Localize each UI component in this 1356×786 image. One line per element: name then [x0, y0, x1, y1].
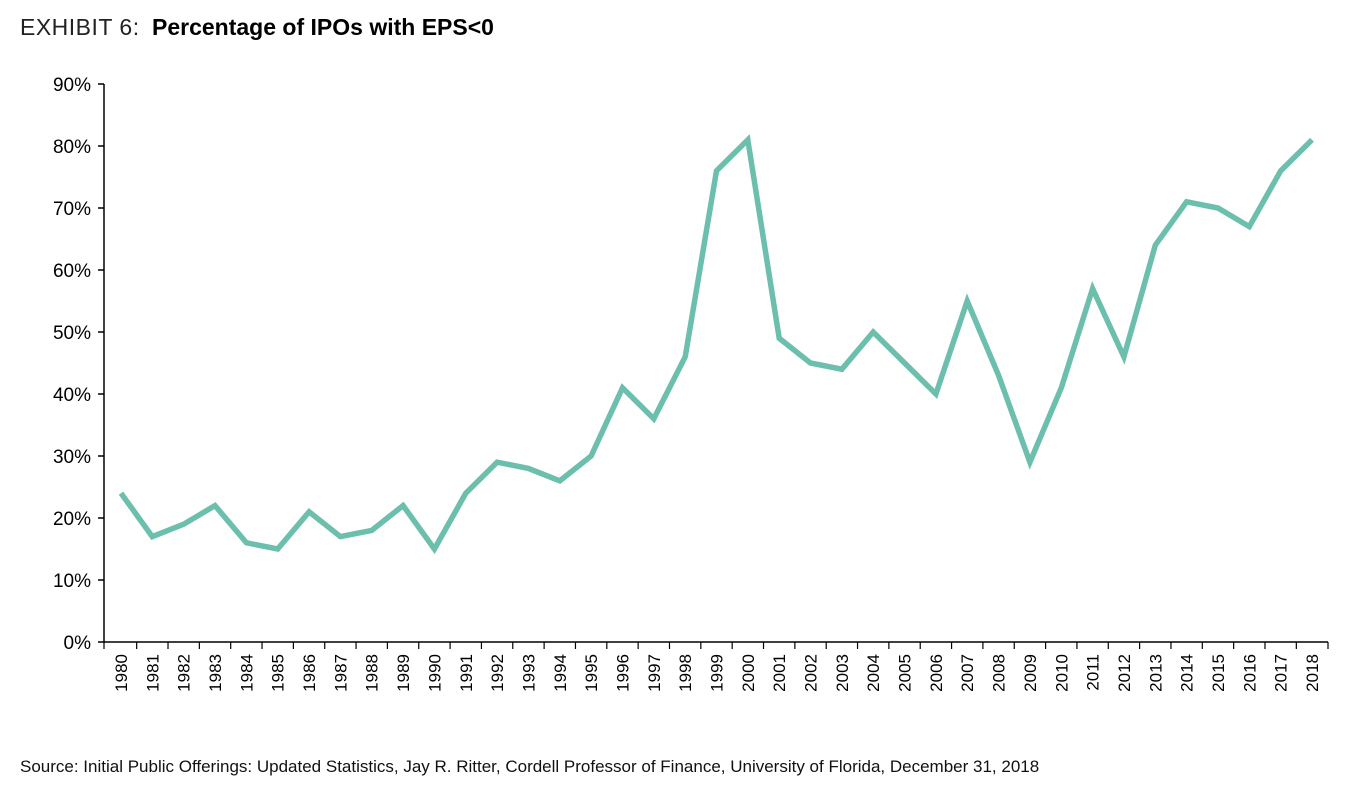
data-point — [902, 361, 907, 366]
x-tick-label: 2004 — [864, 654, 883, 692]
y-axis-ticks: 0% 10% 20% 30% 40% 50% 60% 70% 80% 90% — [53, 75, 104, 654]
data-point — [965, 299, 970, 304]
x-tick-label: 2015 — [1209, 654, 1228, 692]
data-point — [401, 503, 406, 508]
x-tick-label: 2008 — [990, 654, 1009, 692]
data-point — [777, 336, 782, 341]
x-tick-label: 2002 — [802, 654, 821, 692]
y-tick-label: 70% — [53, 199, 91, 220]
x-tick-label: 2016 — [1240, 654, 1259, 692]
data-point — [589, 454, 594, 459]
x-tick-label: 2017 — [1272, 654, 1291, 692]
x-tick-label: 1988 — [363, 654, 382, 692]
x-tick-label: 1994 — [551, 654, 570, 692]
x-tick-label: 2011 — [1084, 654, 1103, 691]
data-point — [745, 137, 750, 142]
series-line — [118, 134, 1314, 555]
x-tick-label: 1996 — [613, 654, 632, 692]
x-tick-label: 1980 — [112, 654, 131, 692]
y-tick-label: 80% — [53, 137, 91, 158]
y-tick-label: 30% — [53, 447, 91, 468]
x-tick-label: 2009 — [1021, 654, 1040, 692]
data-point — [1247, 224, 1252, 229]
data-point — [495, 460, 500, 465]
x-tick-label: 1983 — [206, 654, 225, 692]
x-tick-label: 1995 — [582, 654, 601, 692]
chart-header: EXHIBIT 6: Percentage of IPOs with EPS<0 — [20, 12, 494, 42]
data-point — [651, 416, 656, 421]
y-tick-label: 10% — [53, 571, 91, 592]
x-tick-label: 1990 — [425, 654, 444, 692]
y-tick-label: 60% — [53, 261, 91, 282]
data-point — [1215, 206, 1220, 211]
x-tick-label: 1999 — [708, 654, 727, 692]
x-tick-label: 2018 — [1303, 654, 1322, 692]
y-tick-label: 40% — [53, 385, 91, 406]
y-tick-label: 0% — [64, 633, 92, 654]
x-tick-label: 2003 — [833, 654, 852, 692]
data-point — [1153, 243, 1158, 248]
x-tick-label: 1984 — [237, 654, 256, 692]
x-tick-label: 2012 — [1115, 654, 1134, 692]
data-point — [275, 547, 280, 552]
x-tick-label: 1986 — [300, 654, 319, 692]
x-tick-label: 2013 — [1146, 654, 1165, 692]
x-tick-label: 1991 — [457, 654, 476, 692]
data-point — [714, 168, 719, 173]
x-tick-label: 2005 — [896, 654, 915, 692]
x-tick-label: 2007 — [958, 654, 977, 692]
data-point — [213, 503, 218, 508]
data-point — [307, 509, 312, 514]
x-tick-label: 1998 — [676, 654, 695, 692]
data-point — [119, 491, 124, 496]
data-point — [1310, 137, 1315, 142]
x-tick-label: 2010 — [1052, 654, 1071, 692]
data-point — [150, 534, 155, 539]
y-tick-label: 50% — [53, 323, 91, 344]
data-point — [620, 385, 625, 390]
y-tick-label: 90% — [53, 75, 91, 96]
data-point — [996, 373, 1001, 378]
x-tick-label: 2001 — [770, 654, 789, 692]
x-tick-label: 2014 — [1178, 654, 1197, 692]
data-point — [1121, 354, 1126, 359]
data-point — [683, 354, 688, 359]
x-tick-label: 1989 — [394, 654, 413, 692]
data-point — [526, 466, 531, 471]
data-point — [871, 330, 876, 335]
data-point — [1184, 199, 1189, 204]
x-tick-label: 2006 — [927, 654, 946, 692]
x-tick-label: 1987 — [331, 654, 350, 692]
y-tick-label: 20% — [53, 509, 91, 530]
exhibit-label: EXHIBIT 6: — [20, 14, 140, 40]
data-point — [338, 534, 343, 539]
line-chart: 0%10%20%30%40%50%60%70%80%90% 1980 1981 19… — [53, 75, 1329, 692]
x-tick-label: 1997 — [645, 654, 664, 692]
data-point — [432, 547, 437, 552]
data-point — [1027, 460, 1032, 465]
series-group — [118, 134, 1315, 555]
chart-title: Percentage of IPOs with EPS<0 — [152, 14, 494, 40]
source-note: Source: Initial Public Offerings: Update… — [20, 757, 1040, 776]
axes — [103, 84, 1328, 643]
x-tick-label: 1993 — [519, 654, 538, 692]
x-tick-label: 2000 — [739, 654, 758, 692]
data-point — [839, 367, 844, 372]
data-point — [1090, 286, 1095, 291]
data-point — [1278, 168, 1283, 173]
data-point — [808, 361, 813, 366]
x-axis-ticks: 1980 1981 1982 1983 1984 1985 1986 1987 1988 1989… — [103, 642, 1329, 692]
x-tick-label: 1985 — [269, 654, 288, 692]
x-tick-label: 1982 — [175, 654, 194, 692]
data-point — [1059, 385, 1064, 390]
data-point — [933, 392, 938, 397]
data-point — [244, 540, 249, 545]
data-point — [557, 478, 562, 483]
x-tick-label: 1981 — [143, 654, 162, 692]
data-point — [181, 522, 186, 527]
x-tick-label: 1992 — [488, 654, 507, 692]
data-point — [463, 491, 468, 496]
data-point — [369, 528, 374, 533]
